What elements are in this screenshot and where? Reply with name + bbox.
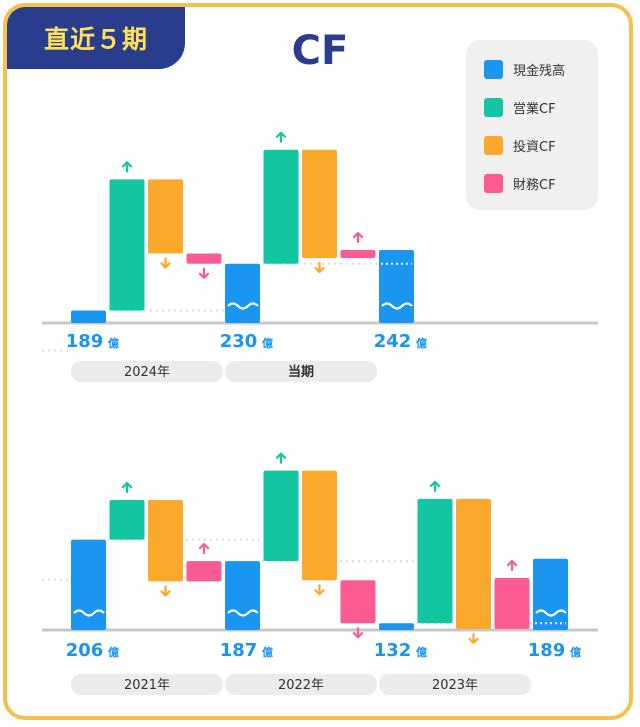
bottom-period-pill-2 [379,674,531,695]
bottom-cash-label-1: 187 [220,640,258,661]
bottom-period-pill-1 [225,674,377,695]
bottom-1-op-up-arrow-path [275,452,287,464]
top-1-inv-down-arrow [314,261,325,274]
bottom-1-cash-bar-break-mark [227,609,259,617]
bottom-2-op-up-arrow-path [429,480,441,493]
legend-label-cash: 現金残高 [513,63,566,79]
top-0-inv-down-arrow-path [160,257,171,269]
top-final-cash-bar [379,250,414,323]
top-final-cash-bar-break-mark [381,302,413,310]
legend-item-financing: 財務CF [484,172,556,194]
bottom-cash-unit-2: 億 [416,645,427,659]
bottom-2-fin-bar [494,578,530,629]
bottom-final-cash-bar-break-mark [535,609,567,617]
legend-label-operating: 営業CF [513,101,556,117]
bottom-2-inv-down-arrow-path [468,632,479,644]
bottom-cash-unit-1: 億 [262,645,273,659]
top-0-cash-bar [71,310,106,323]
bottom-2-op-bar [417,498,453,624]
bottom-0-fin-up-arrow [198,542,210,555]
top-0-inv-down-arrow [160,257,171,269]
bottom-1-op-up-arrow [275,452,287,464]
bottom-1-fin-bar [340,580,376,624]
legend: 現金残高 営業CF 投資CF 財務CF [466,40,598,210]
top-0-fin-down-arrow-path [198,267,210,279]
legend-label-financing: 財務CF [513,177,556,193]
top-cash-unit-1: 億 [262,336,273,350]
legend-item-cash: 現金残高 [484,58,565,80]
bottom-2-inv-down-arrow [468,632,479,644]
legend-swatch-financing [484,173,503,193]
bottom-2-fin-up-arrow [506,559,518,572]
legend-item-investing: 投資CF [484,134,556,156]
top-1-fin-bar [340,250,376,259]
bottom-1-cash-bar [225,561,260,630]
bottom-1-fin-down-arrow-path [352,627,364,639]
bottom-0-fin-bar [186,561,222,582]
top-period-label-0: 2024年 [124,365,170,380]
legend-swatch-operating [484,97,503,117]
bottom-1-fin-down-arrow [352,627,364,639]
bottom-1-op-bar [263,470,299,562]
bottom-2-cash-bar [379,623,414,630]
top-1-op-up-arrow-path [275,131,287,143]
top-cash-label-1: 230 [220,331,258,352]
top-0-op-bar [109,179,145,311]
top-1-fin-up-arrow [352,231,364,244]
top-0-inv-bar [148,179,183,254]
top-1-inv-bar [302,149,337,259]
top-0-cash-bar-break-mark [73,302,105,310]
period-badge: 直近５期 [7,7,185,69]
top-1-op-up-arrow [275,131,287,143]
bottom-0-op-up-arrow [121,481,133,494]
top-0-op-up-arrow [121,161,133,173]
bottom-cash-label-3: 189 [528,640,566,661]
top-1-fin-up-arrow-path [352,231,364,244]
bottom-final-cash-bar [533,558,568,630]
bottom-0-cash-bar-break-mark [73,609,105,617]
top-cash-unit-0: 億 [108,336,119,350]
top-1-cash-bar-break-mark [227,302,259,310]
bottom-0-cash-bar [71,539,106,630]
chart-title: CF [291,28,349,74]
bottom-period-pill-0 [71,674,223,695]
bottom-1-inv-down-arrow [314,584,325,596]
top-1-op-bar [263,149,299,264]
bottom-2-cash-bar-break-mark [381,609,413,617]
bottom-cash-label-0: 206 [66,640,104,661]
legend-label-investing: 投資CF [513,139,556,155]
top-cash-label-2: 242 [374,331,412,352]
bottom-0-inv-bar [148,500,183,582]
bottom-0-fin-up-arrow-path [198,542,210,555]
bottom-cash-unit-0: 億 [108,645,119,659]
legend-swatch-investing [484,135,503,155]
top-1-inv-down-arrow-path [314,261,325,274]
bottom-period-label-1: 2022年 [278,678,324,693]
legend-swatch-cash [484,59,503,79]
legend-item-operating: 営業CF [484,96,556,118]
top-cash-label-0: 189 [66,331,104,352]
top-0-op-up-arrow-path [121,161,133,173]
top-period-pill-1 [225,361,377,382]
bottom-1-inv-bar [302,470,337,581]
bottom-cash-label-2: 132 [374,640,412,661]
top-1-cash-bar [225,263,260,323]
bottom-0-op-up-arrow-path [121,481,133,494]
bottom-2-inv-bar [456,498,491,629]
bottom-period-label-0: 2021年 [124,678,170,693]
top-0-fin-bar [186,253,222,264]
bottom-2-op-up-arrow [429,480,441,493]
bottom-0-inv-down-arrow [160,585,171,597]
top-period-label-1: 当期 [288,364,314,380]
bottom-2-fin-up-arrow-path [506,559,518,572]
bottom-period-label-2: 2023年 [432,678,478,693]
bottom-0-inv-down-arrow-path [160,585,171,597]
top-period-pill-0 [71,361,223,382]
bottom-0-op-bar [109,500,145,540]
top-cash-unit-2: 億 [416,336,427,350]
bottom-1-inv-down-arrow-path [314,584,325,596]
bottom-cash-unit-3: 億 [570,645,581,659]
top-0-fin-down-arrow [198,267,210,279]
